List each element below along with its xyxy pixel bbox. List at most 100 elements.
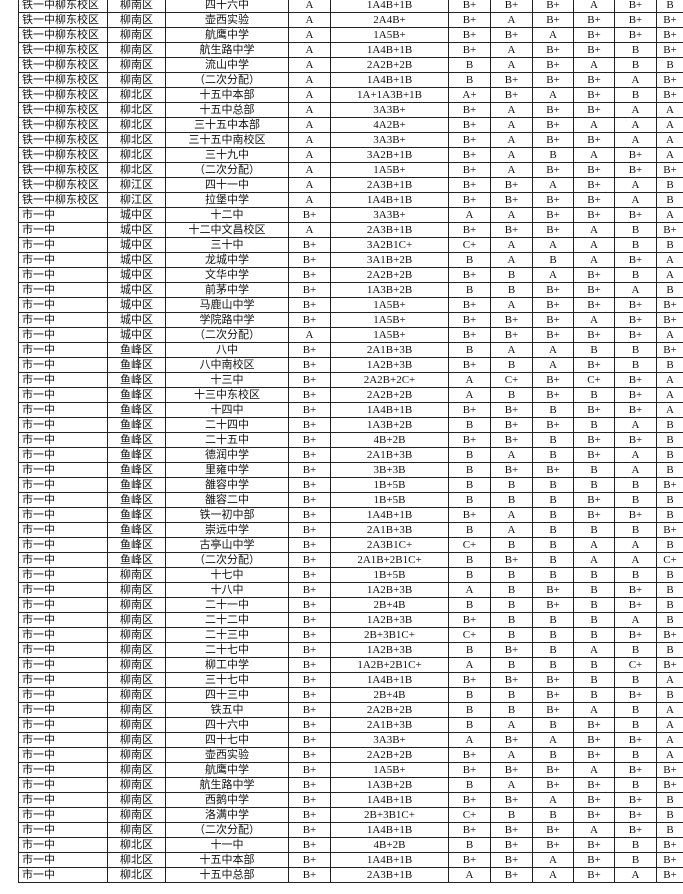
table-row: 市一中 鱼峰区 里雍中学 B+ 3B+3B B B+ B+ B A B [18, 462, 683, 478]
subject-grade: B+ [532, 0, 574, 13]
subject-grade: B [532, 717, 574, 733]
subject-grade: B+ [532, 192, 574, 208]
subject-grade: B+ [532, 327, 574, 343]
subject-grade: A [490, 102, 533, 118]
subject-grade: A [573, 147, 615, 163]
grade: A [288, 162, 331, 178]
subject-grade: B [448, 552, 491, 568]
subject-grade: B+ [490, 822, 533, 838]
subject-grade: B+ [573, 837, 615, 853]
subject-grade: B+ [448, 747, 491, 763]
school: 市一中 [18, 612, 108, 628]
combination: 1A2B+3B [330, 357, 449, 373]
district: 柳北区 [107, 117, 166, 133]
subject-grade: B+ [614, 27, 657, 43]
subject-grade: B [656, 357, 683, 373]
subject-grade: A [656, 132, 683, 148]
subject-grade: B+ [448, 612, 491, 628]
school: 铁一中柳东校区 [18, 27, 108, 43]
subject-grade: B [448, 522, 491, 538]
grade: B+ [288, 552, 331, 568]
district: 柳南区 [107, 687, 166, 703]
subject-grade: B [656, 0, 683, 13]
subject-grade: A [490, 132, 533, 148]
combination: 2A1B+3B [330, 717, 449, 733]
subject-grade: B [656, 582, 683, 598]
subject-grade: B [490, 477, 533, 493]
subject-grade: B [532, 552, 574, 568]
subject-grade: B [490, 282, 533, 298]
grade: B+ [288, 747, 331, 763]
subject-grade: B+ [448, 327, 491, 343]
subject-grade: B+ [490, 72, 533, 88]
district: 城中区 [107, 237, 166, 253]
subject-grade: A [656, 732, 683, 748]
subject-grade: B+ [532, 42, 574, 58]
school: 市一中 [18, 822, 108, 838]
subject-grade: B+ [573, 12, 615, 28]
subject-grade: A [573, 312, 615, 328]
subject-grade: B [656, 687, 683, 703]
subject-grade: B [490, 387, 533, 403]
school: 铁一中柳东校区 [18, 57, 108, 73]
subject-grade: A [614, 117, 657, 133]
school: 铁一中柳东校区 [18, 87, 108, 103]
combination: 3B+3B [330, 462, 449, 478]
grade: A [288, 192, 331, 208]
grade: A [288, 0, 331, 13]
subject-grade: A [532, 87, 574, 103]
table-row: 铁一中柳东校区 柳南区 壶西实验 A 2A4B+ B+ A B+ B+ B+ B+ [18, 12, 683, 28]
middle-school: 航生路中学 [165, 42, 289, 58]
subject-grade: B [448, 477, 491, 493]
subject-grade: B+ [614, 807, 657, 823]
table-row: 市一中 鱼峰区 八中 B+ 2A1B+3B B A A B B B+ [18, 342, 683, 358]
middle-school: 二十一中 [165, 597, 289, 613]
subject-grade: B+ [448, 357, 491, 373]
grade: B+ [288, 372, 331, 388]
grade: B+ [288, 297, 331, 313]
subject-grade: B [490, 582, 533, 598]
subject-grade: B+ [448, 822, 491, 838]
subject-grade: B+ [573, 732, 615, 748]
subject-grade: B [490, 567, 533, 583]
subject-grade: B [532, 432, 574, 448]
grade: B+ [288, 477, 331, 493]
table-row: 市一中 鱼峰区 古亭山中学 B+ 2A3B1C+ C+ B B A A B [18, 537, 683, 553]
subject-grade: B [490, 612, 533, 628]
school: 市一中 [18, 312, 108, 328]
grade: A [288, 132, 331, 148]
subject-grade: B+ [448, 852, 491, 868]
middle-school: （二次分配） [165, 162, 289, 178]
subject-grade: A [448, 582, 491, 598]
subject-grade: A [490, 717, 533, 733]
table-row: 市一中 柳北区 十五中本部 B+ 1A4B+1B B+ B+ A B+ B B+ [18, 852, 683, 868]
subject-grade: B+ [448, 117, 491, 133]
subject-grade: B [448, 252, 491, 268]
subject-grade: B [490, 537, 533, 553]
middle-school: 十三中东校区 [165, 387, 289, 403]
table-row: 市一中 鱼峰区 雒容中学 B+ 1B+5B B B B B B B+ [18, 477, 683, 493]
district: 城中区 [107, 222, 166, 238]
subject-grade: B [490, 357, 533, 373]
subject-grade: B [656, 807, 683, 823]
subject-grade: A [448, 732, 491, 748]
subject-grade: B+ [448, 507, 491, 523]
subject-grade: A [614, 447, 657, 463]
subject-grade: B+ [573, 132, 615, 148]
subject-grade: A [532, 867, 574, 883]
middle-school: 拉堡中学 [165, 192, 289, 208]
subject-grade: B+ [448, 102, 491, 118]
table-row: 市一中 鱼峰区 雒容二中 B+ 1B+5B B B B B+ B B [18, 492, 683, 508]
subject-grade: B [614, 42, 657, 58]
grade: B+ [288, 837, 331, 853]
combination: 1A5B+ [330, 312, 449, 328]
combination: 1A4B+1B [330, 507, 449, 523]
subject-grade: B [656, 822, 683, 838]
subject-grade: B+ [573, 357, 615, 373]
subject-grade: B+ [614, 732, 657, 748]
subject-grade: B+ [656, 867, 683, 883]
grade: B+ [288, 237, 331, 253]
subject-grade: B+ [490, 642, 533, 658]
middle-school: 十五中本部 [165, 852, 289, 868]
